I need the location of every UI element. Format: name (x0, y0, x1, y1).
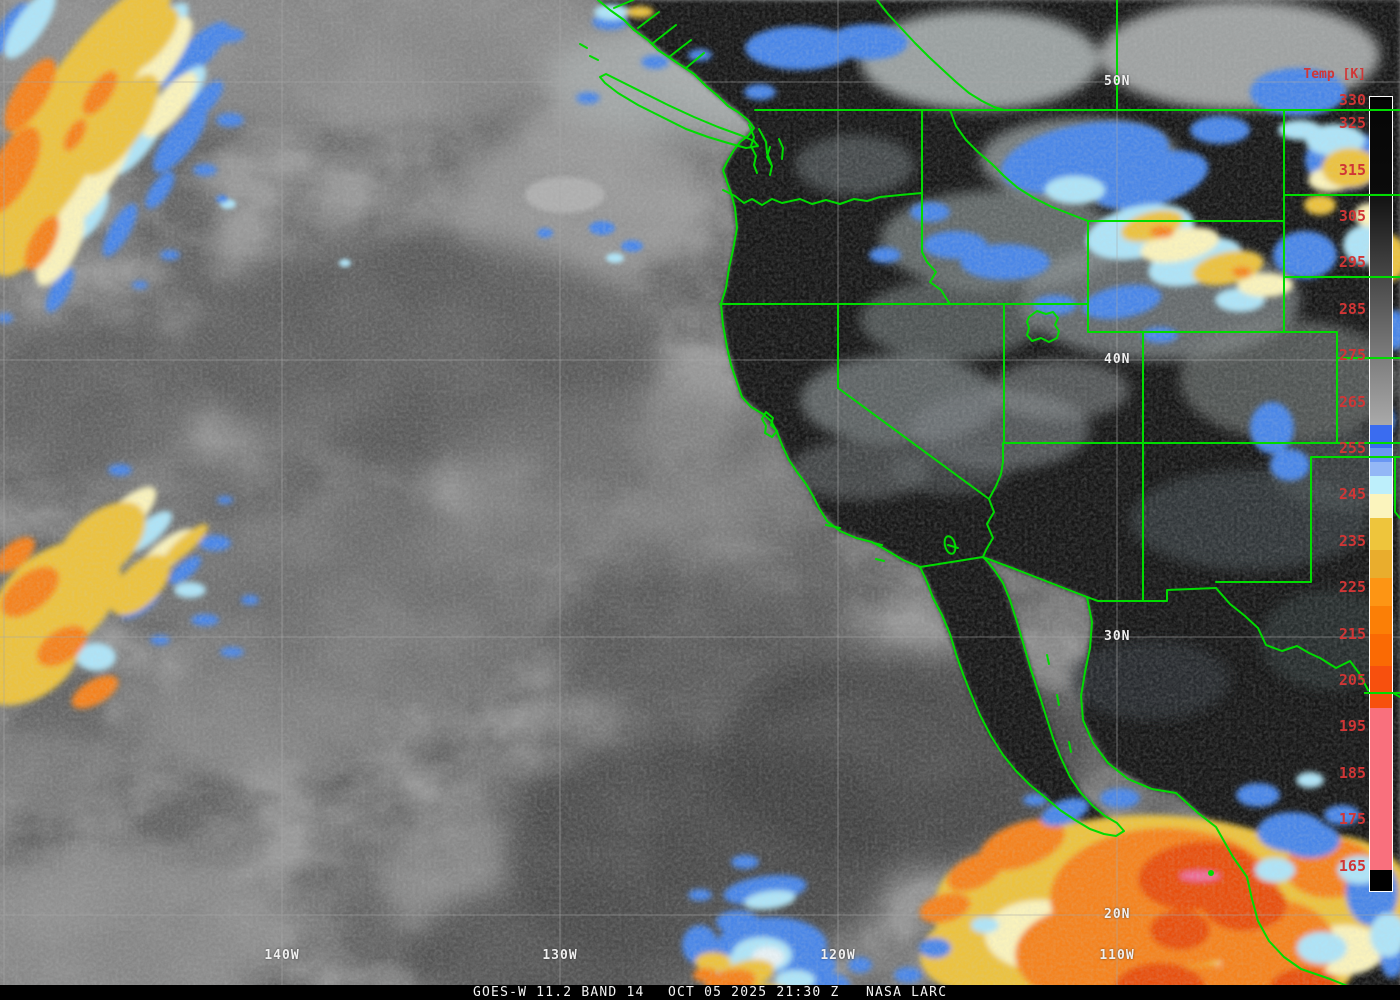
colorbar-segment (1370, 424, 1392, 449)
border-line-over-colorbar (1364, 692, 1400, 694)
washington-idaho-oregon-idaho-border (921, 109, 951, 305)
latitude-label: 40N (1104, 352, 1131, 367)
border-line-over-colorbar (1364, 357, 1400, 359)
latitude-label: 50N (1104, 74, 1131, 89)
colorbar-segment (1370, 100, 1392, 194)
state-borders-grid (1003, 109, 1400, 602)
temperature-colorbar (1369, 96, 1393, 892)
colorbar-segment (1370, 494, 1392, 519)
status-bar: GOES-W 11.2 BAND 14 OCT 05 2025 21:30 Z … (0, 985, 1400, 1000)
longitude-label: 120W (820, 948, 856, 963)
coastline-pacific (597, 0, 921, 568)
colorbar-segment (1370, 870, 1392, 890)
temp-tick-label: 175 (1338, 810, 1366, 829)
temp-tick-label: 235 (1338, 531, 1366, 550)
border-line-over-colorbar (1364, 456, 1400, 458)
map-overlay (579, 0, 1400, 1000)
temp-scale-title: Temp [K] (1303, 67, 1366, 82)
bc-alberta-divide-border (876, 0, 1005, 111)
colorbar-segment (1370, 192, 1392, 426)
channel-islands (825, 524, 959, 562)
colorbar-segment (1370, 475, 1392, 496)
datetime-label: OCT 05 2025 21:30 Z (668, 985, 840, 1000)
us-mexico-border (919, 556, 1217, 602)
temp-tick-label: 285 (1338, 299, 1366, 318)
coastline-mexico-mainland (1080, 596, 1363, 1000)
colorbar-segment (1370, 605, 1392, 635)
colorado-river-borders (982, 442, 1004, 558)
coastline-baja-california (919, 556, 1125, 837)
temp-tick-label: 255 (1338, 439, 1366, 457)
temp-tick-label: 165 (1338, 856, 1366, 875)
colorbar-segment (1370, 517, 1392, 552)
colorbar-segment (1370, 448, 1392, 463)
great-salt-lake-outline (1026, 310, 1060, 343)
idaho-montana-border (949, 109, 1089, 222)
longitude-label: 140W (264, 948, 300, 963)
temp-tick-label: 245 (1338, 485, 1366, 504)
temp-tick-label: 275 (1338, 346, 1366, 365)
temp-tick-label: 315 (1338, 160, 1366, 179)
vancouver-island-outline (599, 73, 759, 149)
latitude-label: 20N (1104, 907, 1131, 922)
longitude-label: 130W (542, 948, 578, 963)
puget-sound-waterways (748, 124, 784, 176)
california-nevada-border (837, 303, 990, 500)
longitude-label: 110W (1099, 948, 1135, 963)
colorbar-segment (1370, 550, 1392, 579)
temp-tick-label: 265 (1338, 392, 1366, 411)
temp-tick-label: 330 (1338, 91, 1366, 109)
colorbar-segment (1370, 577, 1392, 607)
agency-label: NASA LARC (866, 985, 948, 1000)
temp-tick-label: 195 (1338, 717, 1366, 736)
temp-tick-label: 325 (1338, 114, 1366, 133)
temp-tick-label: 295 (1338, 253, 1366, 272)
temp-tick-label: 215 (1338, 624, 1366, 643)
washington-oregon-border-columbia-river (722, 189, 923, 206)
border-line-over-colorbar (1364, 109, 1400, 111)
gulf-of-california-islands (1046, 654, 1072, 753)
colorbar-segment (1370, 707, 1392, 872)
san-francisco-bay (761, 411, 778, 438)
colorbar-segment (1370, 633, 1392, 668)
latitude-label: 30N (1104, 629, 1131, 644)
colorbar-segment (1370, 666, 1392, 709)
border-line-over-colorbar (1364, 442, 1400, 444)
temp-tick-label: 305 (1338, 207, 1366, 225)
border-line-over-colorbar (1364, 194, 1400, 196)
temp-tick-label: 205 (1338, 671, 1366, 689)
temp-tick-label: 185 (1338, 763, 1366, 782)
temp-tick-label: 225 (1338, 578, 1366, 597)
border-line-over-colorbar (1364, 276, 1400, 278)
satellite-band-label: GOES-W 11.2 BAND 14 (473, 985, 645, 1000)
salton-sea-outline (943, 535, 957, 555)
island-off-mexico (1208, 870, 1214, 876)
bc-fjord-lines (579, 0, 705, 69)
colorbar-segment (1370, 461, 1392, 477)
